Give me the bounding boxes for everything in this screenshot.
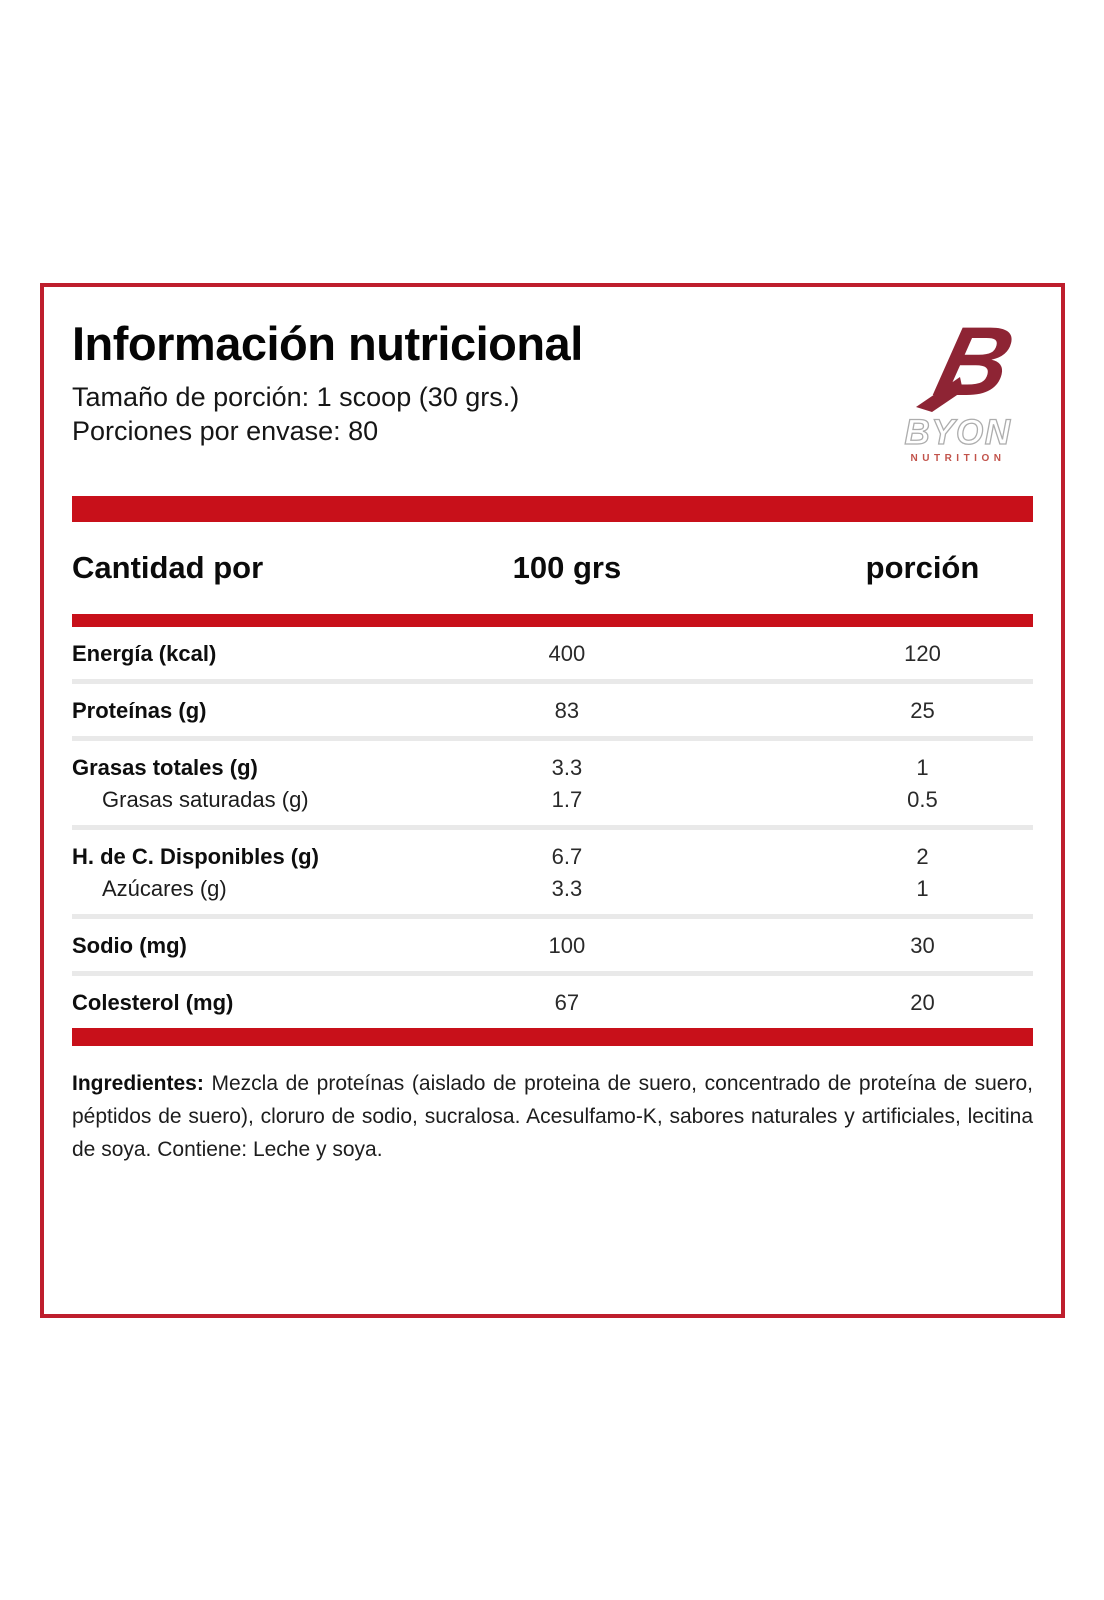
red-bar-under-header xyxy=(72,614,1033,627)
column-header-100g: 100 grs xyxy=(512,550,622,585)
value-per-100g: 83 xyxy=(554,697,580,723)
ingredients-label: Ingredientes: xyxy=(72,1072,204,1095)
column-header-amount: Cantidad por xyxy=(72,550,264,585)
value-per-100g: 3.3 xyxy=(551,754,583,780)
value-per-100g: 3.3 xyxy=(551,875,583,901)
nutrient-label: H. de C. Disponibles (g) xyxy=(72,843,319,869)
servings-per-container-line: Porciones por envase: 80 xyxy=(72,416,379,447)
row-sodio: Sodio (mg) 100 30 xyxy=(72,919,1033,971)
page-title: Información nutricional xyxy=(72,317,583,370)
sub-row-azucares: Azúcares (g) 3.3 1 xyxy=(72,875,1033,902)
nutrition-label-box: Información nutricional Tamaño de porció… xyxy=(40,283,1065,1318)
byon-b-icon: B xyxy=(916,311,1018,417)
row-divider xyxy=(72,914,1033,919)
row-colesterol: Colesterol (mg) 67 20 xyxy=(72,976,1033,1028)
ingredients-paragraph: Ingredientes: Mezcla de proteínas (aisla… xyxy=(72,1067,1033,1166)
row-divider xyxy=(72,825,1033,830)
nutrient-sublabel: Azúcares (g) xyxy=(102,875,227,901)
value-per-serving: 30 xyxy=(910,932,935,958)
column-header-portion: porción xyxy=(865,550,980,585)
row-proteinas: Proteínas (g) 83 25 xyxy=(72,684,1033,736)
red-bar-bottom xyxy=(72,1028,1033,1046)
value-per-serving: 25 xyxy=(910,697,935,723)
ingredients-text: Mezcla de proteínas (aislado de proteina… xyxy=(72,1072,1033,1161)
value-per-serving: 2 xyxy=(916,843,929,869)
nutrient-label: Energía (kcal) xyxy=(72,640,217,666)
logo-tagline: NUTRITION xyxy=(910,453,1006,464)
value-per-100g: 400 xyxy=(548,640,586,666)
value-per-100g: 6.7 xyxy=(551,843,583,869)
nutrient-label: Grasas totales (g) xyxy=(72,754,258,780)
serving-info: Tamaño de porción: 1 scoop (30 grs.) Por… xyxy=(72,380,583,448)
byon-logo: B BYON NUTRITION xyxy=(883,311,1033,464)
nutrient-label: Sodio (mg) xyxy=(72,932,187,958)
byon-wordmark: BYON xyxy=(904,413,1011,453)
header-text-block: Información nutricional Tamaño de porció… xyxy=(72,317,583,448)
nutrient-sublabel: Grasas saturadas (g) xyxy=(102,786,309,812)
value-per-serving: 0.5 xyxy=(907,786,938,812)
serving-size-line: Tamaño de porción: 1 scoop (30 grs.) xyxy=(72,382,520,413)
table-header-row: Cantidad por 100 grs porción xyxy=(72,522,1033,614)
row-divider xyxy=(72,971,1033,976)
nutrient-label: Proteínas (g) xyxy=(72,697,207,723)
value-per-serving: 1 xyxy=(916,875,929,901)
row-h-de-c-disponibles: H. de C. Disponibles (g) 6.7 2 Azúcares … xyxy=(72,830,1033,914)
row-grasas-totales: Grasas totales (g) 3.3 1 Grasas saturada… xyxy=(72,741,1033,825)
svg-text:BYON: BYON xyxy=(904,413,1011,452)
value-per-serving: 120 xyxy=(904,640,941,666)
value-per-100g: 100 xyxy=(548,932,586,958)
sub-row-grasas-saturadas: Grasas saturadas (g) 1.7 0.5 xyxy=(72,786,1033,813)
nutrient-label: Colesterol (mg) xyxy=(72,989,234,1015)
logo-swoosh xyxy=(916,377,963,412)
row-divider xyxy=(72,736,1033,741)
row-energia: Energía (kcal) 400 120 xyxy=(72,627,1033,679)
value-per-100g: 1.7 xyxy=(551,786,583,812)
red-bar-top xyxy=(72,496,1033,522)
row-divider xyxy=(72,679,1033,684)
value-per-100g: 67 xyxy=(554,989,580,1015)
label-header: Información nutricional Tamaño de porció… xyxy=(72,311,1033,464)
value-per-serving: 1 xyxy=(916,754,929,780)
value-per-serving: 20 xyxy=(910,989,935,1015)
